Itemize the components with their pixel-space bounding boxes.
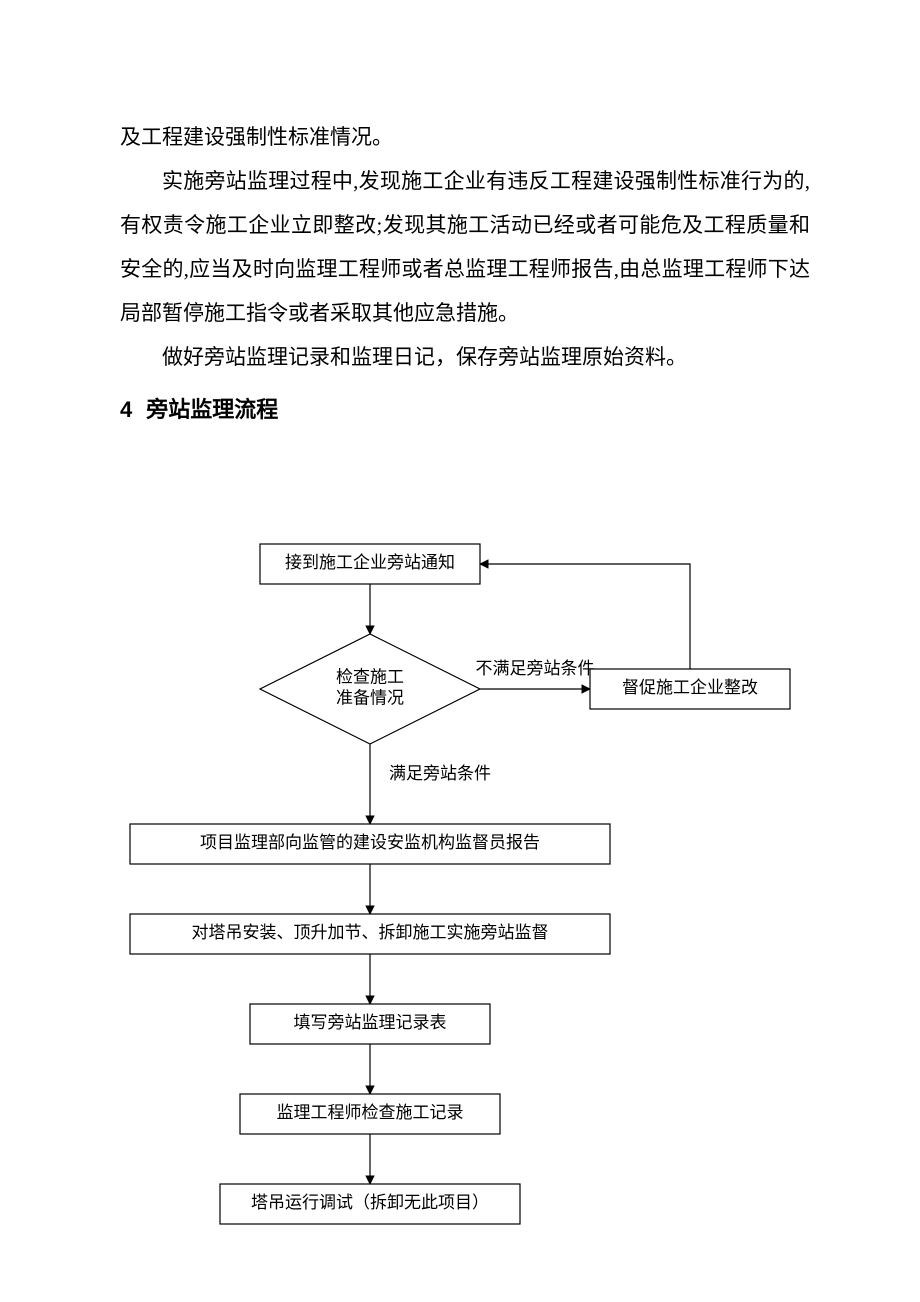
supervision-flowchart: 不满足旁站条件满足旁站条件 接到施工企业旁站通知检查施工准备情况 督促施工企业整改项… — [120, 534, 810, 1234]
paragraph-1: 及工程建设强制性标准情况。 — [120, 115, 810, 159]
heading-text: 旁站监理流程 — [146, 397, 278, 422]
flow-node-label: 对塔吊安装、顶升加节、拆卸施工实施旁站监督 — [192, 922, 549, 941]
document-page: 及工程建设强制性标准情况。 实施旁站监理过程中,发现施工企业有违反工程建设强制性… — [0, 0, 920, 1284]
flow-node-label: 督促施工企业整改 — [622, 677, 758, 696]
flow-edge — [480, 564, 690, 669]
flow-node-label: 填写旁站监理记录表 — [294, 1012, 447, 1031]
flow-edge-label: 满足旁站条件 — [389, 764, 491, 783]
flow-node-label: 接到施工企业旁站通知 — [285, 552, 455, 571]
paragraph-3: 做好旁站监理记录和监理日记，保存旁站监理原始资料。 — [120, 335, 810, 379]
flowchart-container: 不满足旁站条件满足旁站条件 接到施工企业旁站通知检查施工准备情况 督促施工企业整改项… — [120, 534, 810, 1234]
flow-node-label: 准备情况 — [336, 688, 404, 707]
flow-node-label: 项目监理部向监管的建设安监机构监督员报告 — [200, 832, 540, 851]
heading-number: 4 — [120, 397, 132, 422]
flow-node-label: 塔吊运行调试（拆卸无此项目） — [251, 1192, 489, 1211]
flow-node-label: 检查施工 — [336, 667, 404, 686]
flow-node-label: 监理工程师检查施工记录 — [277, 1102, 464, 1121]
section-heading-4: 4 旁站监理流程 — [120, 392, 810, 424]
flow-edge-label: 不满足旁站条件 — [476, 659, 595, 678]
paragraph-2: 实施旁站监理过程中,发现施工企业有违反工程建设强制性标准行为的,有权责令施工企业… — [120, 159, 810, 335]
